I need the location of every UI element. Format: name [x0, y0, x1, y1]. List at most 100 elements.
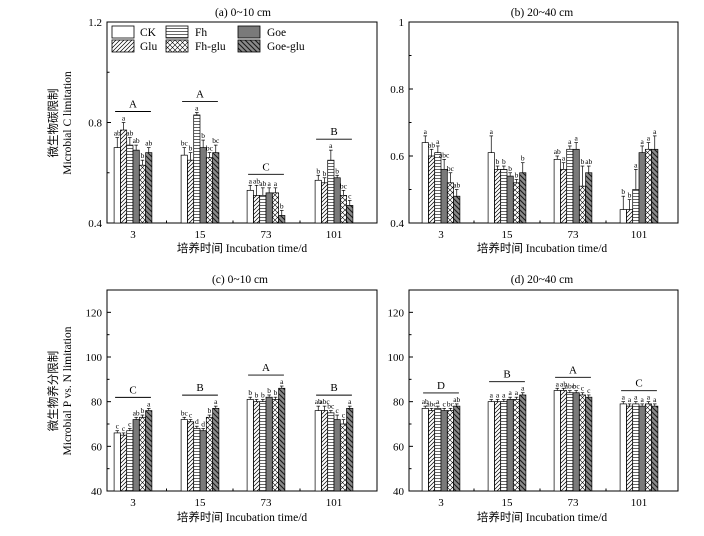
- significance-letter: a: [195, 103, 199, 112]
- y-tick-label: 0.6: [390, 151, 404, 163]
- bar-fhglu: [271, 192, 279, 224]
- bar-fh: [632, 189, 640, 224]
- y-tick-label: 120: [86, 307, 103, 319]
- x-tick-label: 15: [502, 229, 514, 241]
- y-tick-label: 1.2: [88, 17, 102, 29]
- bar-glu: [494, 169, 502, 224]
- bar-goeglu: [585, 172, 593, 224]
- bar-goeglu: [346, 408, 354, 492]
- bar-fhglu: [271, 399, 279, 492]
- significance-letter: b: [502, 157, 506, 166]
- significance-letter: b: [189, 144, 193, 153]
- bar-fhglu: [138, 416, 146, 492]
- bar-goeglu: [212, 152, 220, 224]
- bar-goe: [265, 192, 273, 224]
- bar-fhglu: [339, 423, 347, 492]
- significance-letter: d: [195, 417, 199, 426]
- significance-letter: a: [556, 379, 560, 388]
- significance-letter: c: [442, 399, 446, 408]
- significance-letter: a: [521, 384, 525, 393]
- group-letter: C: [262, 161, 269, 173]
- panel-c-ylabel-cn: 微生物养分限制: [46, 351, 60, 432]
- bar-fh: [259, 401, 267, 492]
- bar-fhglu: [512, 399, 520, 492]
- x-tick-label: 101: [326, 497, 343, 509]
- legend-swatch-goeglu: [237, 39, 261, 53]
- significance-letter: b: [521, 154, 525, 163]
- significance-letter: bc: [573, 382, 581, 391]
- significance-letter: ab: [428, 140, 435, 149]
- significance-letter: b: [316, 166, 320, 175]
- y-tick-label: 0.4: [88, 218, 102, 230]
- x-tick-label: 101: [631, 229, 648, 241]
- y-tick-label: 100: [86, 352, 103, 364]
- significance-letter: b: [255, 390, 259, 399]
- bar-ck: [113, 432, 121, 492]
- legend-label-goe: Goe: [267, 27, 286, 39]
- significance-letter: c: [587, 386, 591, 395]
- significance-letter: a: [122, 114, 126, 123]
- x-tick-label: 101: [326, 229, 343, 241]
- bar-fh: [193, 114, 201, 224]
- bar-ck: [487, 152, 495, 224]
- panel-c-xlabel: 培养时间 Incubation time/d: [177, 510, 308, 524]
- significance-letter: b: [248, 388, 252, 397]
- x-tick-label: 73: [261, 497, 273, 509]
- bar-glu: [120, 434, 128, 492]
- significance-letter: b: [323, 169, 327, 178]
- significance-letter: abc: [426, 399, 437, 408]
- significance-letter: bc: [340, 181, 348, 190]
- bar-goe: [132, 149, 140, 224]
- y-tick-label: 0.8: [390, 84, 404, 96]
- panel-a-ylabel-cn: 微生物碳限制: [46, 89, 60, 158]
- bar-fh: [126, 144, 134, 224]
- significance-letter: a: [502, 390, 506, 399]
- significance-letter: a: [267, 179, 271, 188]
- significance-letter: b: [274, 388, 278, 397]
- significance-letter: abc: [319, 397, 330, 406]
- significance-letter: b: [515, 170, 519, 179]
- significance-letter: b: [628, 191, 632, 200]
- group-letter: B: [503, 369, 510, 381]
- significance-letter: a: [640, 137, 644, 146]
- significance-letter: ab: [145, 139, 152, 148]
- significance-letter: a: [214, 397, 218, 406]
- significance-letter: b: [496, 157, 500, 166]
- significance-letter: a: [653, 127, 657, 136]
- bar-goeglu: [585, 396, 593, 492]
- y-tick-label: 120: [388, 307, 405, 319]
- bar-goe: [199, 430, 207, 492]
- bar-goe: [506, 399, 514, 492]
- y-tick-label: 80: [393, 397, 405, 409]
- significance-letter: bc: [327, 402, 335, 411]
- significance-letter: b: [208, 406, 212, 415]
- bar-fh: [566, 392, 574, 492]
- bar-glu: [626, 405, 634, 492]
- y-tick-label: 0.4: [390, 218, 404, 230]
- panel-a-title: (a) 0~10 cm: [215, 7, 271, 19]
- significance-letter: ab: [126, 129, 133, 138]
- y-tick-label: 100: [388, 352, 405, 364]
- bar-ck: [487, 401, 495, 492]
- significance-letter: b: [508, 164, 512, 173]
- significance-letter: bc: [447, 399, 455, 408]
- significance-letter: a: [647, 393, 651, 402]
- significance-letter: b: [335, 166, 339, 175]
- bar-ck: [113, 147, 121, 224]
- bar-fhglu: [205, 416, 213, 492]
- significance-letter: ab: [315, 397, 322, 406]
- legend-label-ck: CK: [140, 27, 157, 39]
- significance-letter: a: [647, 134, 651, 143]
- bar-fh: [500, 401, 508, 492]
- significance-letter: b: [141, 406, 145, 415]
- bar-goeglu: [145, 410, 153, 492]
- legend-label-fhglu: Fh-glu: [195, 41, 226, 53]
- y-tick-label: 60: [393, 441, 405, 453]
- panel-a: (a) 0~10 cm 0.40.81.23 15 73 101 abaababbab…: [46, 7, 378, 255]
- bar-ck: [421, 408, 429, 492]
- y-tick-label: 40: [91, 486, 103, 498]
- bar-glu: [187, 159, 195, 224]
- panel-c-frame: [106, 289, 378, 492]
- bar-ck: [180, 154, 188, 224]
